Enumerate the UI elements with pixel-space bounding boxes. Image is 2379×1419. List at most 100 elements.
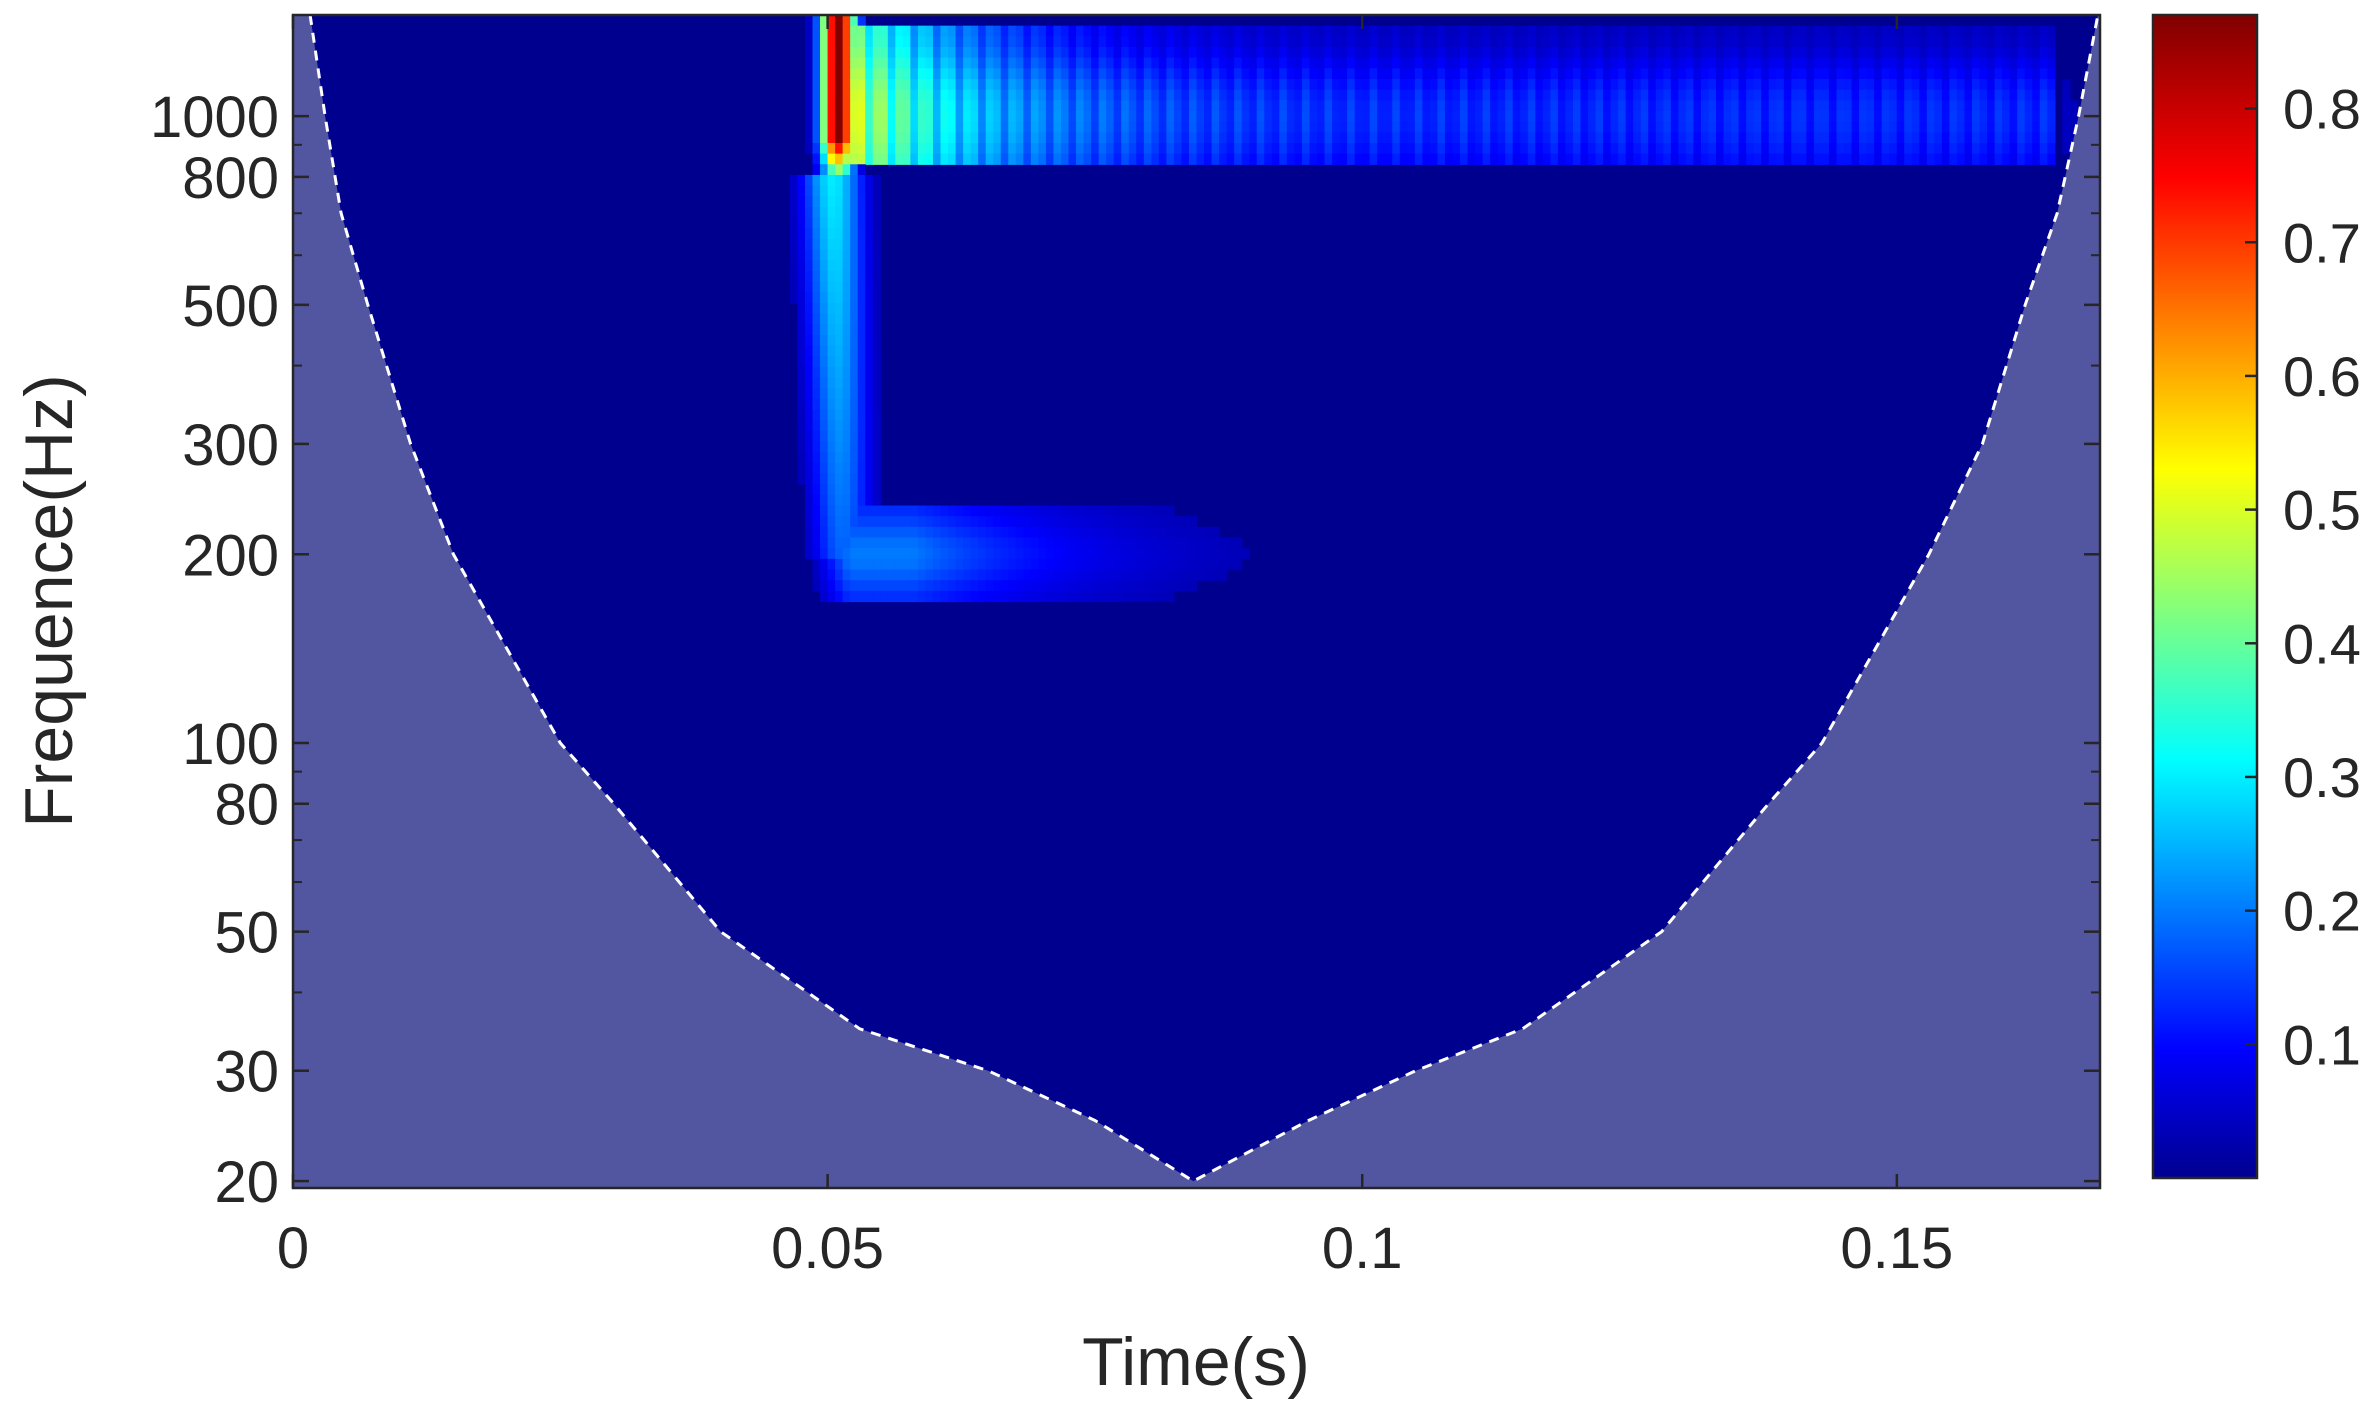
heatmap-cell <box>1648 121 1657 133</box>
heatmap-cell <box>1520 68 1529 80</box>
heatmap-cell <box>865 132 874 144</box>
heatmap-cell <box>857 68 866 80</box>
heatmap-cell <box>2002 100 2011 112</box>
heatmap-cell <box>925 142 934 155</box>
heatmap-cell <box>1859 132 1868 144</box>
heatmap-cell <box>1437 78 1446 91</box>
heatmap-cell <box>1091 89 1100 101</box>
heatmap-cell <box>1053 110 1062 123</box>
heatmap-cell <box>978 68 987 80</box>
heatmap-cell <box>1874 78 1883 91</box>
heatmap-cell <box>1580 25 1589 37</box>
heatmap-cell <box>1173 548 1183 560</box>
heatmap-cell <box>812 228 821 240</box>
heatmap-cell <box>2024 46 2033 59</box>
heatmap-cell <box>1919 25 1928 37</box>
heatmap-cell <box>857 228 866 240</box>
heatmap-cell <box>1768 132 1777 144</box>
heatmap-cell <box>1941 89 1951 101</box>
heatmap-cell <box>1640 100 1649 112</box>
heatmap-cell <box>1595 25 1604 37</box>
heatmap-cell <box>1211 57 1220 69</box>
heatmap-cell <box>1731 142 1740 155</box>
heatmap-cell <box>887 100 896 112</box>
heatmap-cell <box>1083 89 1092 101</box>
heatmap-cell <box>895 516 904 528</box>
heatmap-cell <box>948 100 957 112</box>
heatmap-cell <box>1256 110 1265 123</box>
heatmap-cell <box>1399 46 1408 59</box>
heatmap-cell <box>1761 153 1770 165</box>
heatmap-cell <box>842 15 851 27</box>
heatmap-cell <box>1045 548 1055 560</box>
heatmap-cell <box>1339 89 1348 101</box>
heatmap-cell <box>1196 25 1205 37</box>
heatmap-cell <box>1422 57 1431 69</box>
heatmap-cell <box>1512 89 1521 101</box>
heatmap-cell <box>1663 25 1672 37</box>
heatmap-cell <box>1844 153 1853 165</box>
heatmap-cell <box>797 238 806 251</box>
heatmap-cell <box>820 249 829 261</box>
heatmap-cell <box>1768 89 1777 101</box>
heatmap-cell <box>1188 537 1198 549</box>
heatmap-cell <box>1836 142 1845 155</box>
heatmap-cell <box>1030 526 1039 539</box>
heatmap-cell <box>1324 36 1333 48</box>
heatmap-cell <box>1836 78 1845 91</box>
heatmap-cell <box>1761 78 1770 91</box>
heatmap-cell <box>1113 68 1122 80</box>
heatmap-cell <box>1173 516 1183 528</box>
heatmap-cell <box>948 558 957 571</box>
heatmap-cell <box>1219 78 1228 91</box>
heatmap-cell <box>857 164 866 176</box>
heatmap-cell <box>797 196 806 208</box>
heatmap-cell <box>2047 142 2056 155</box>
heatmap-cell <box>940 78 949 91</box>
heatmap-cell <box>1354 110 1363 123</box>
heatmap-cell <box>850 36 859 48</box>
heatmap-cell <box>850 68 859 80</box>
heatmap-cell <box>1271 100 1280 112</box>
heatmap-cell <box>1347 25 1356 37</box>
heatmap-cell <box>1542 36 1551 48</box>
heatmap-cell <box>1121 548 1130 560</box>
heatmap-cell <box>1211 526 1220 539</box>
heatmap-cell <box>1392 78 1401 91</box>
heatmap-cell <box>1414 68 1423 80</box>
heatmap-cell <box>1437 132 1446 144</box>
heatmap-cell <box>1828 36 1838 48</box>
heatmap-cell <box>1362 68 1371 80</box>
heatmap-cell <box>872 505 881 517</box>
heatmap-cell <box>1994 78 2003 91</box>
heatmap-cell <box>1648 89 1657 101</box>
heatmap-cell <box>1565 36 1574 48</box>
heatmap-cell <box>948 121 957 133</box>
heatmap-cell <box>1362 57 1371 69</box>
heatmap-cell <box>1859 78 1868 91</box>
heatmap-cell <box>2032 25 2041 37</box>
heatmap-cell <box>963 548 972 560</box>
heatmap-cell <box>797 388 806 400</box>
heatmap-cell <box>1550 68 1559 80</box>
heatmap-cell <box>1098 569 1107 581</box>
heatmap-cell <box>865 484 874 496</box>
heatmap-cell <box>835 580 844 592</box>
heatmap-cell <box>1783 100 1792 112</box>
heatmap-cell <box>1565 46 1574 59</box>
heatmap-cell <box>1806 110 1815 123</box>
heatmap-cell <box>1972 89 1981 101</box>
heatmap-cell <box>872 409 881 421</box>
heatmap-cell <box>1015 110 1024 123</box>
heatmap-cell <box>1038 142 1047 155</box>
heatmap-cell <box>1761 46 1770 59</box>
heatmap-cell <box>1949 46 1958 59</box>
heatmap-cell <box>1708 36 1717 48</box>
heatmap-cell <box>820 36 829 48</box>
heatmap-cell <box>1844 132 1853 144</box>
heatmap-cell <box>1572 78 1582 91</box>
heatmap-cell <box>1738 57 1747 69</box>
heatmap-cell <box>1836 46 1845 59</box>
heatmap-cell <box>948 132 957 144</box>
heatmap-cell <box>1204 526 1213 539</box>
